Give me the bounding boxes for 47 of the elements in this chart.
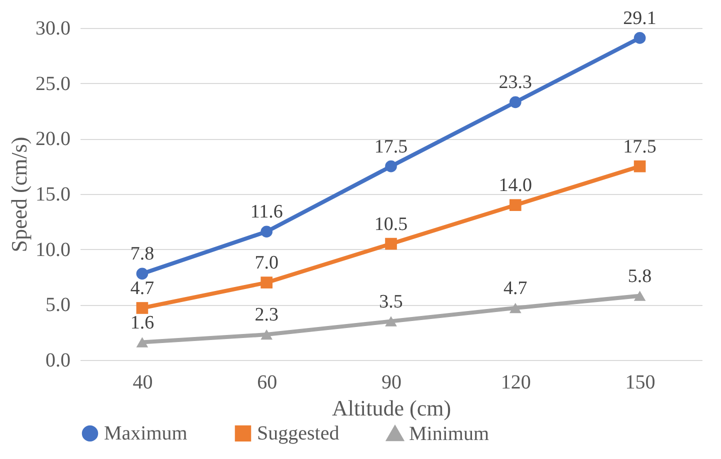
x-tick-label: 120 (500, 372, 531, 394)
point (385, 160, 397, 172)
point (260, 226, 273, 238)
point (136, 268, 148, 280)
data-label: 10.5 (374, 214, 408, 235)
legend-label: Suggested (257, 422, 340, 444)
point (260, 276, 273, 288)
point (385, 238, 397, 250)
data-label: 23.3 (498, 72, 532, 94)
data-label: 14.0 (498, 175, 532, 196)
legend-label: Minimum (409, 422, 490, 445)
y-tick-label: 10.0 (36, 238, 70, 261)
y-tick-label: 30.0 (36, 18, 70, 40)
y-axis-title: Speed (cm/s) (6, 136, 32, 252)
data-label: 3.5 (379, 291, 403, 312)
point (634, 290, 646, 301)
y-tick-label: 0.0 (46, 350, 70, 372)
data-label: 17.5 (623, 136, 656, 158)
data-label: 29.1 (623, 8, 656, 29)
point (634, 160, 646, 172)
data-label: 1.6 (130, 312, 154, 334)
data-label: 11.6 (250, 202, 283, 223)
y-tick-label: 5.0 (46, 294, 70, 316)
data-label: 5.8 (628, 266, 652, 287)
x-axis-title: Altitude (cm) (332, 396, 452, 420)
x-tick-label: 150 (625, 372, 656, 394)
data-label: 4.7 (504, 278, 528, 299)
data-label: 7.0 (254, 252, 278, 274)
point (634, 32, 646, 44)
point (136, 337, 148, 348)
y-tick-label: 25.0 (36, 72, 70, 95)
data-label: 4.7 (130, 278, 154, 299)
x-tick-label: 90 (382, 372, 402, 394)
x-tick-label: 40 (132, 372, 153, 394)
y-tick-label: 20.0 (36, 128, 70, 150)
data-label: 7.8 (130, 244, 154, 265)
point (136, 302, 148, 314)
point (509, 96, 522, 108)
point (509, 302, 522, 314)
data-label: 2.3 (254, 304, 278, 326)
data-label: 17.5 (374, 136, 408, 158)
point (385, 316, 397, 326)
point (509, 199, 522, 211)
point (260, 329, 273, 340)
y-tick-label: 15.0 (36, 184, 70, 206)
x-tick-label: 60 (257, 372, 278, 394)
legend-label: Maximum (104, 422, 188, 444)
